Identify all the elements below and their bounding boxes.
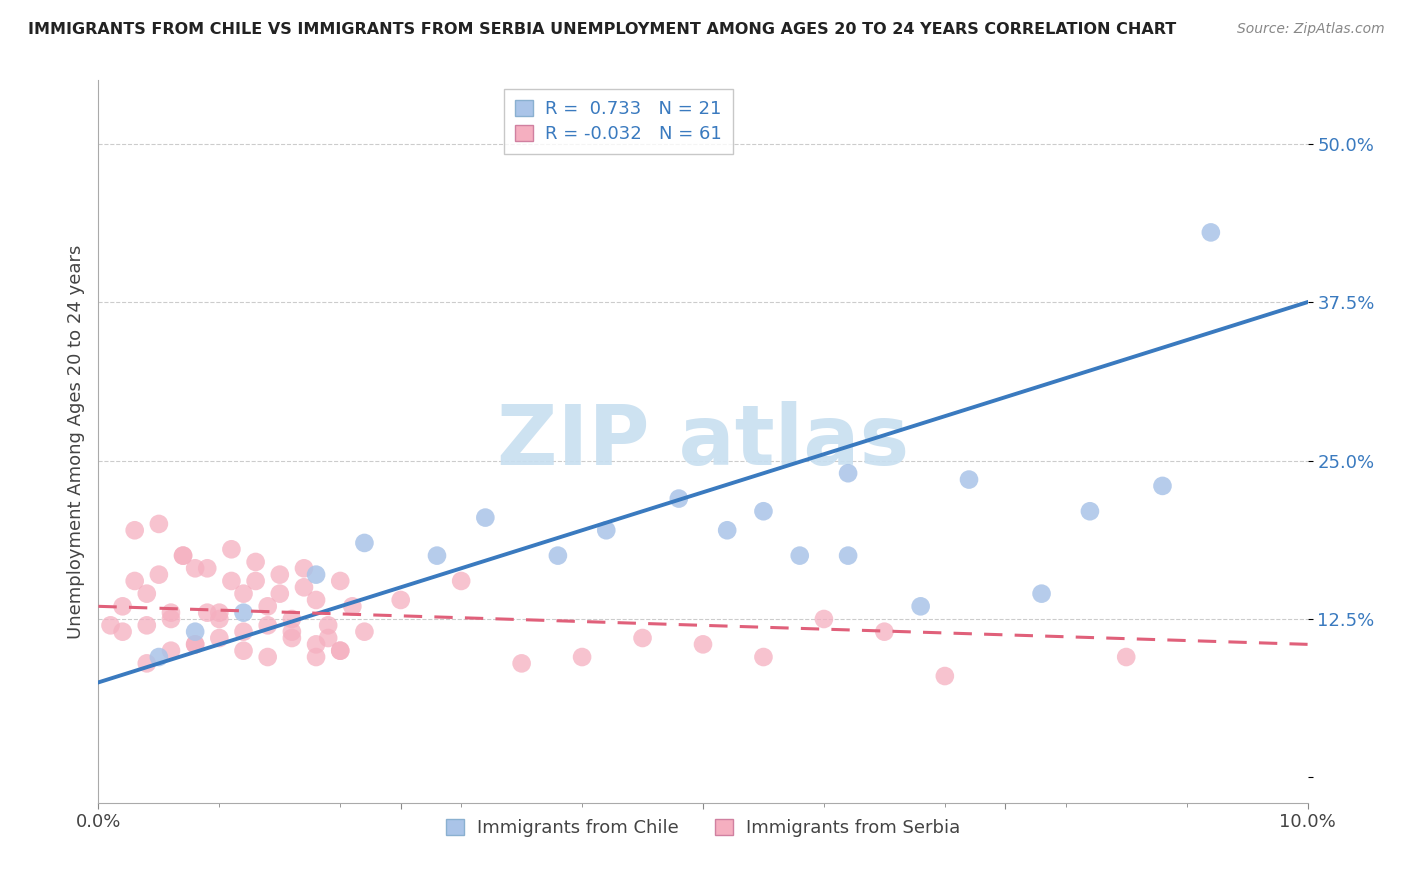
Point — [342, 599, 364, 614]
Point — [752, 650, 775, 665]
Point — [221, 574, 243, 588]
Point — [316, 618, 339, 632]
Point — [957, 473, 980, 487]
Point — [316, 631, 339, 645]
Point — [184, 637, 207, 651]
Point — [232, 624, 254, 639]
Text: Source: ZipAtlas.com: Source: ZipAtlas.com — [1237, 22, 1385, 37]
Point — [281, 612, 304, 626]
Point — [292, 580, 315, 594]
Point — [124, 574, 146, 588]
Point — [232, 643, 254, 657]
Point — [353, 624, 375, 639]
Point — [910, 599, 932, 614]
Point — [208, 606, 231, 620]
Point — [1078, 504, 1101, 518]
Point — [208, 631, 231, 645]
Point — [1115, 650, 1137, 665]
Point — [269, 567, 291, 582]
Point — [329, 574, 352, 588]
Point — [135, 587, 157, 601]
Point — [1031, 587, 1053, 601]
Point — [329, 643, 352, 657]
Point — [329, 643, 352, 657]
Point — [195, 606, 218, 620]
Point — [269, 587, 291, 601]
Point — [837, 467, 859, 481]
Point — [571, 650, 593, 665]
Point — [232, 606, 254, 620]
Point — [934, 669, 956, 683]
Point — [353, 536, 375, 550]
Point — [208, 612, 231, 626]
Point — [124, 523, 146, 537]
Point — [281, 624, 304, 639]
Point — [172, 549, 194, 563]
Point — [148, 516, 170, 531]
Point — [426, 549, 449, 563]
Point — [100, 618, 122, 632]
Point — [305, 593, 328, 607]
Point — [256, 599, 278, 614]
Point — [148, 567, 170, 582]
Point — [256, 618, 278, 632]
Point — [1152, 479, 1174, 493]
Point — [232, 587, 254, 601]
Point — [305, 637, 328, 651]
Point — [160, 643, 183, 657]
Point — [245, 574, 267, 588]
Point — [668, 491, 690, 506]
Point — [184, 561, 207, 575]
Point — [510, 657, 533, 671]
Point — [148, 650, 170, 665]
Point — [595, 523, 617, 537]
Y-axis label: Unemployment Among Ages 20 to 24 years: Unemployment Among Ages 20 to 24 years — [66, 244, 84, 639]
Point — [752, 504, 775, 518]
Text: ZIP atlas: ZIP atlas — [496, 401, 910, 482]
Point — [195, 561, 218, 575]
Point — [111, 624, 134, 639]
Point — [221, 542, 243, 557]
Legend: Immigrants from Chile, Immigrants from Serbia: Immigrants from Chile, Immigrants from S… — [439, 812, 967, 845]
Point — [245, 555, 267, 569]
Point — [184, 624, 207, 639]
Point — [281, 631, 304, 645]
Point — [135, 657, 157, 671]
Point — [305, 567, 328, 582]
Point — [305, 650, 328, 665]
Point — [256, 650, 278, 665]
Point — [789, 549, 811, 563]
Point — [813, 612, 835, 626]
Point — [547, 549, 569, 563]
Point — [716, 523, 738, 537]
Point — [692, 637, 714, 651]
Point — [474, 510, 496, 524]
Point — [450, 574, 472, 588]
Point — [292, 561, 315, 575]
Point — [873, 624, 896, 639]
Point — [160, 612, 183, 626]
Point — [389, 593, 412, 607]
Point — [160, 606, 183, 620]
Point — [1199, 226, 1222, 240]
Point — [631, 631, 654, 645]
Point — [837, 549, 859, 563]
Point — [111, 599, 134, 614]
Point — [135, 618, 157, 632]
Text: IMMIGRANTS FROM CHILE VS IMMIGRANTS FROM SERBIA UNEMPLOYMENT AMONG AGES 20 TO 24: IMMIGRANTS FROM CHILE VS IMMIGRANTS FROM… — [28, 22, 1177, 37]
Point — [184, 637, 207, 651]
Point — [172, 549, 194, 563]
